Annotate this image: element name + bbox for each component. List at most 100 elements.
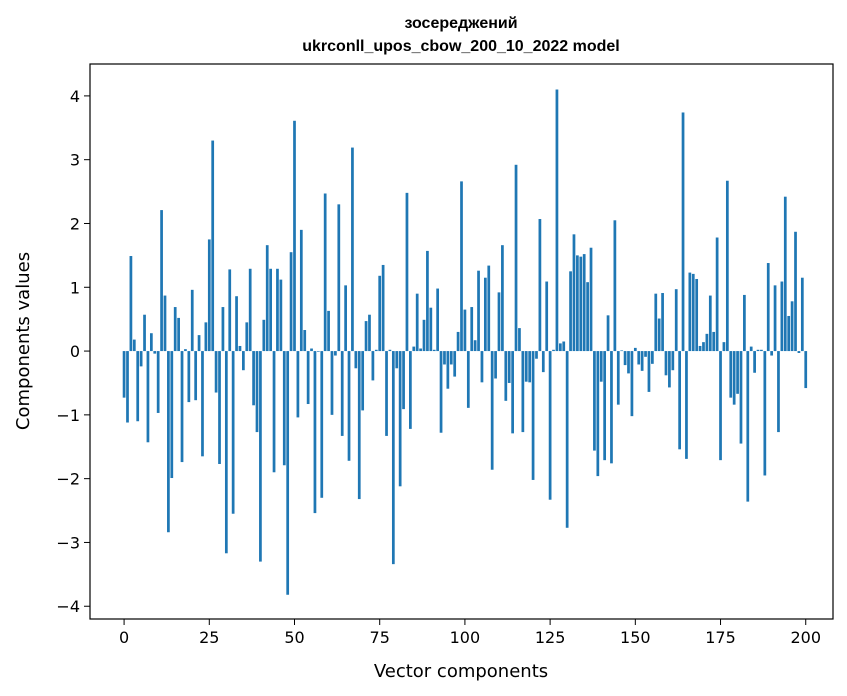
bar bbox=[419, 348, 422, 352]
y-tick-label: 0 bbox=[70, 342, 80, 361]
bar bbox=[265, 245, 269, 352]
bar bbox=[538, 219, 542, 352]
bar bbox=[269, 268, 272, 352]
x-tick-label: 75 bbox=[370, 628, 390, 647]
bar bbox=[443, 351, 446, 365]
bar bbox=[715, 237, 719, 352]
bar bbox=[644, 351, 647, 357]
bar bbox=[262, 319, 266, 352]
bar bbox=[654, 293, 658, 352]
bar bbox=[640, 351, 644, 371]
bar bbox=[412, 346, 416, 352]
bar bbox=[589, 247, 593, 352]
bar bbox=[603, 351, 607, 461]
bar bbox=[156, 351, 160, 413]
bar bbox=[139, 351, 143, 367]
bar bbox=[357, 351, 361, 500]
bar bbox=[565, 351, 569, 528]
y-axis: −4 −3 −2 −1 0 1 2 3 4 bbox=[56, 87, 90, 616]
x-tick-label: 0 bbox=[119, 628, 129, 647]
bar bbox=[194, 351, 198, 401]
bar bbox=[170, 351, 174, 479]
bar bbox=[289, 252, 293, 352]
bar bbox=[719, 351, 722, 461]
bar bbox=[504, 351, 508, 401]
bar bbox=[354, 351, 358, 369]
bar bbox=[160, 210, 163, 352]
bar-series bbox=[122, 89, 808, 595]
y-tick-label: 1 bbox=[70, 278, 80, 297]
y-tick-label: −1 bbox=[56, 406, 80, 425]
bar bbox=[766, 263, 770, 352]
bar bbox=[732, 351, 736, 405]
bar bbox=[221, 307, 225, 352]
bar bbox=[439, 351, 443, 433]
bar bbox=[555, 89, 559, 352]
bar bbox=[596, 351, 600, 477]
y-tick-label: −2 bbox=[56, 470, 80, 489]
bar bbox=[153, 351, 157, 354]
bar bbox=[310, 348, 313, 352]
bar bbox=[511, 351, 514, 434]
bar bbox=[756, 349, 760, 352]
bar bbox=[507, 351, 511, 383]
bar bbox=[398, 351, 402, 487]
bar bbox=[143, 314, 146, 352]
bar bbox=[211, 140, 215, 352]
bar bbox=[272, 351, 276, 473]
bar bbox=[518, 328, 521, 352]
bar bbox=[753, 351, 756, 373]
bar bbox=[780, 281, 784, 352]
bar bbox=[129, 256, 133, 352]
bar bbox=[490, 351, 494, 470]
bar bbox=[548, 351, 552, 500]
bar bbox=[385, 351, 388, 436]
bar bbox=[572, 234, 576, 352]
bar bbox=[252, 351, 255, 406]
bar bbox=[528, 351, 532, 383]
bar bbox=[190, 289, 194, 352]
bar bbox=[316, 351, 320, 352]
bar bbox=[678, 351, 681, 450]
bar bbox=[374, 349, 378, 352]
y-tick-label: −3 bbox=[56, 533, 80, 552]
bar bbox=[473, 340, 477, 352]
bar bbox=[610, 351, 613, 464]
bar bbox=[207, 239, 211, 352]
bar bbox=[395, 351, 399, 369]
x-tick-label: 200 bbox=[790, 628, 821, 647]
bar bbox=[729, 351, 733, 398]
bar bbox=[426, 250, 429, 352]
bar bbox=[736, 351, 739, 394]
bar bbox=[436, 288, 440, 352]
bar bbox=[494, 351, 497, 379]
x-tick-label: 25 bbox=[199, 628, 219, 647]
bar bbox=[797, 351, 801, 353]
bar bbox=[562, 341, 566, 352]
bar bbox=[661, 293, 664, 352]
bar bbox=[173, 307, 177, 352]
bar bbox=[286, 351, 290, 595]
bar bbox=[712, 331, 716, 352]
chart-subtitle: ukrconll_upos_cbow_200_10_2022 model bbox=[302, 38, 619, 55]
bar bbox=[231, 351, 235, 514]
bar bbox=[351, 147, 354, 352]
bar bbox=[545, 281, 549, 352]
x-tick-label: 125 bbox=[535, 628, 566, 647]
x-axis: 0 25 50 75 100 125 150 175 200 bbox=[119, 619, 821, 647]
bar bbox=[637, 351, 641, 365]
bar bbox=[402, 351, 405, 410]
bar bbox=[320, 351, 324, 498]
bar bbox=[306, 351, 310, 405]
bar bbox=[531, 351, 535, 480]
bar bbox=[204, 322, 208, 352]
bar bbox=[330, 351, 334, 415]
bar bbox=[623, 351, 627, 366]
bar bbox=[282, 351, 286, 466]
bar bbox=[657, 318, 661, 352]
bar bbox=[334, 351, 337, 356]
bar bbox=[620, 350, 624, 352]
bar bbox=[259, 351, 262, 562]
bar bbox=[415, 293, 419, 352]
bar bbox=[238, 345, 242, 352]
